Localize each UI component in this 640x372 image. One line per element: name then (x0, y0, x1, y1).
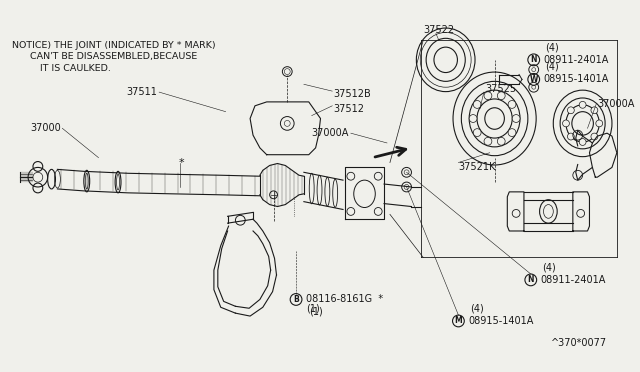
Text: (4): (4) (470, 303, 484, 313)
Text: 37000: 37000 (31, 123, 61, 133)
Text: N: N (531, 55, 537, 64)
Text: 37000A: 37000A (597, 99, 635, 109)
Text: 37525: 37525 (485, 84, 516, 94)
Text: 37511: 37511 (126, 87, 157, 97)
Text: (4): (4) (545, 62, 559, 72)
Text: (1): (1) (308, 306, 323, 316)
Text: N: N (527, 275, 534, 284)
Text: 08911-2401A: 08911-2401A (541, 275, 606, 285)
Text: 08915-1401A: 08915-1401A (543, 74, 609, 84)
Circle shape (508, 100, 516, 108)
Circle shape (563, 120, 570, 127)
Text: M: M (454, 317, 462, 326)
Text: B: B (293, 295, 299, 304)
Text: (4): (4) (543, 262, 556, 272)
Circle shape (579, 102, 586, 108)
Text: 37000A: 37000A (312, 128, 349, 138)
Circle shape (512, 115, 520, 122)
Text: (1): (1) (306, 303, 319, 313)
Circle shape (473, 129, 481, 137)
Circle shape (484, 137, 492, 145)
Text: 37521K: 37521K (458, 163, 496, 172)
Text: 37522: 37522 (423, 26, 454, 35)
Text: 08911-2401A: 08911-2401A (543, 55, 609, 65)
Text: NOTICE) THE JOINT (INDICATED BY * MARK): NOTICE) THE JOINT (INDICATED BY * MARK) (12, 41, 216, 50)
Circle shape (579, 138, 586, 145)
Circle shape (508, 129, 516, 137)
Text: 08116-8161G  *: 08116-8161G * (306, 295, 383, 304)
Text: W: W (529, 75, 538, 84)
Circle shape (568, 107, 574, 114)
Circle shape (469, 115, 477, 122)
Circle shape (473, 100, 481, 108)
Circle shape (596, 120, 603, 127)
Circle shape (497, 92, 505, 100)
Text: 37512B: 37512B (333, 89, 371, 99)
Text: *: * (179, 157, 184, 167)
Circle shape (591, 107, 598, 114)
Text: (4): (4) (545, 42, 559, 52)
Circle shape (568, 133, 574, 140)
Text: CAN'T BE DISASSEMBLED,BECAUSE: CAN'T BE DISASSEMBLED,BECAUSE (30, 52, 197, 61)
Circle shape (484, 92, 492, 100)
Circle shape (497, 137, 505, 145)
Text: IT IS CAULKED.: IT IS CAULKED. (40, 64, 111, 73)
Text: ^370*0077: ^370*0077 (551, 339, 607, 349)
Text: 37512: 37512 (333, 104, 364, 114)
Text: 08915-1401A: 08915-1401A (468, 316, 534, 326)
Circle shape (591, 133, 598, 140)
